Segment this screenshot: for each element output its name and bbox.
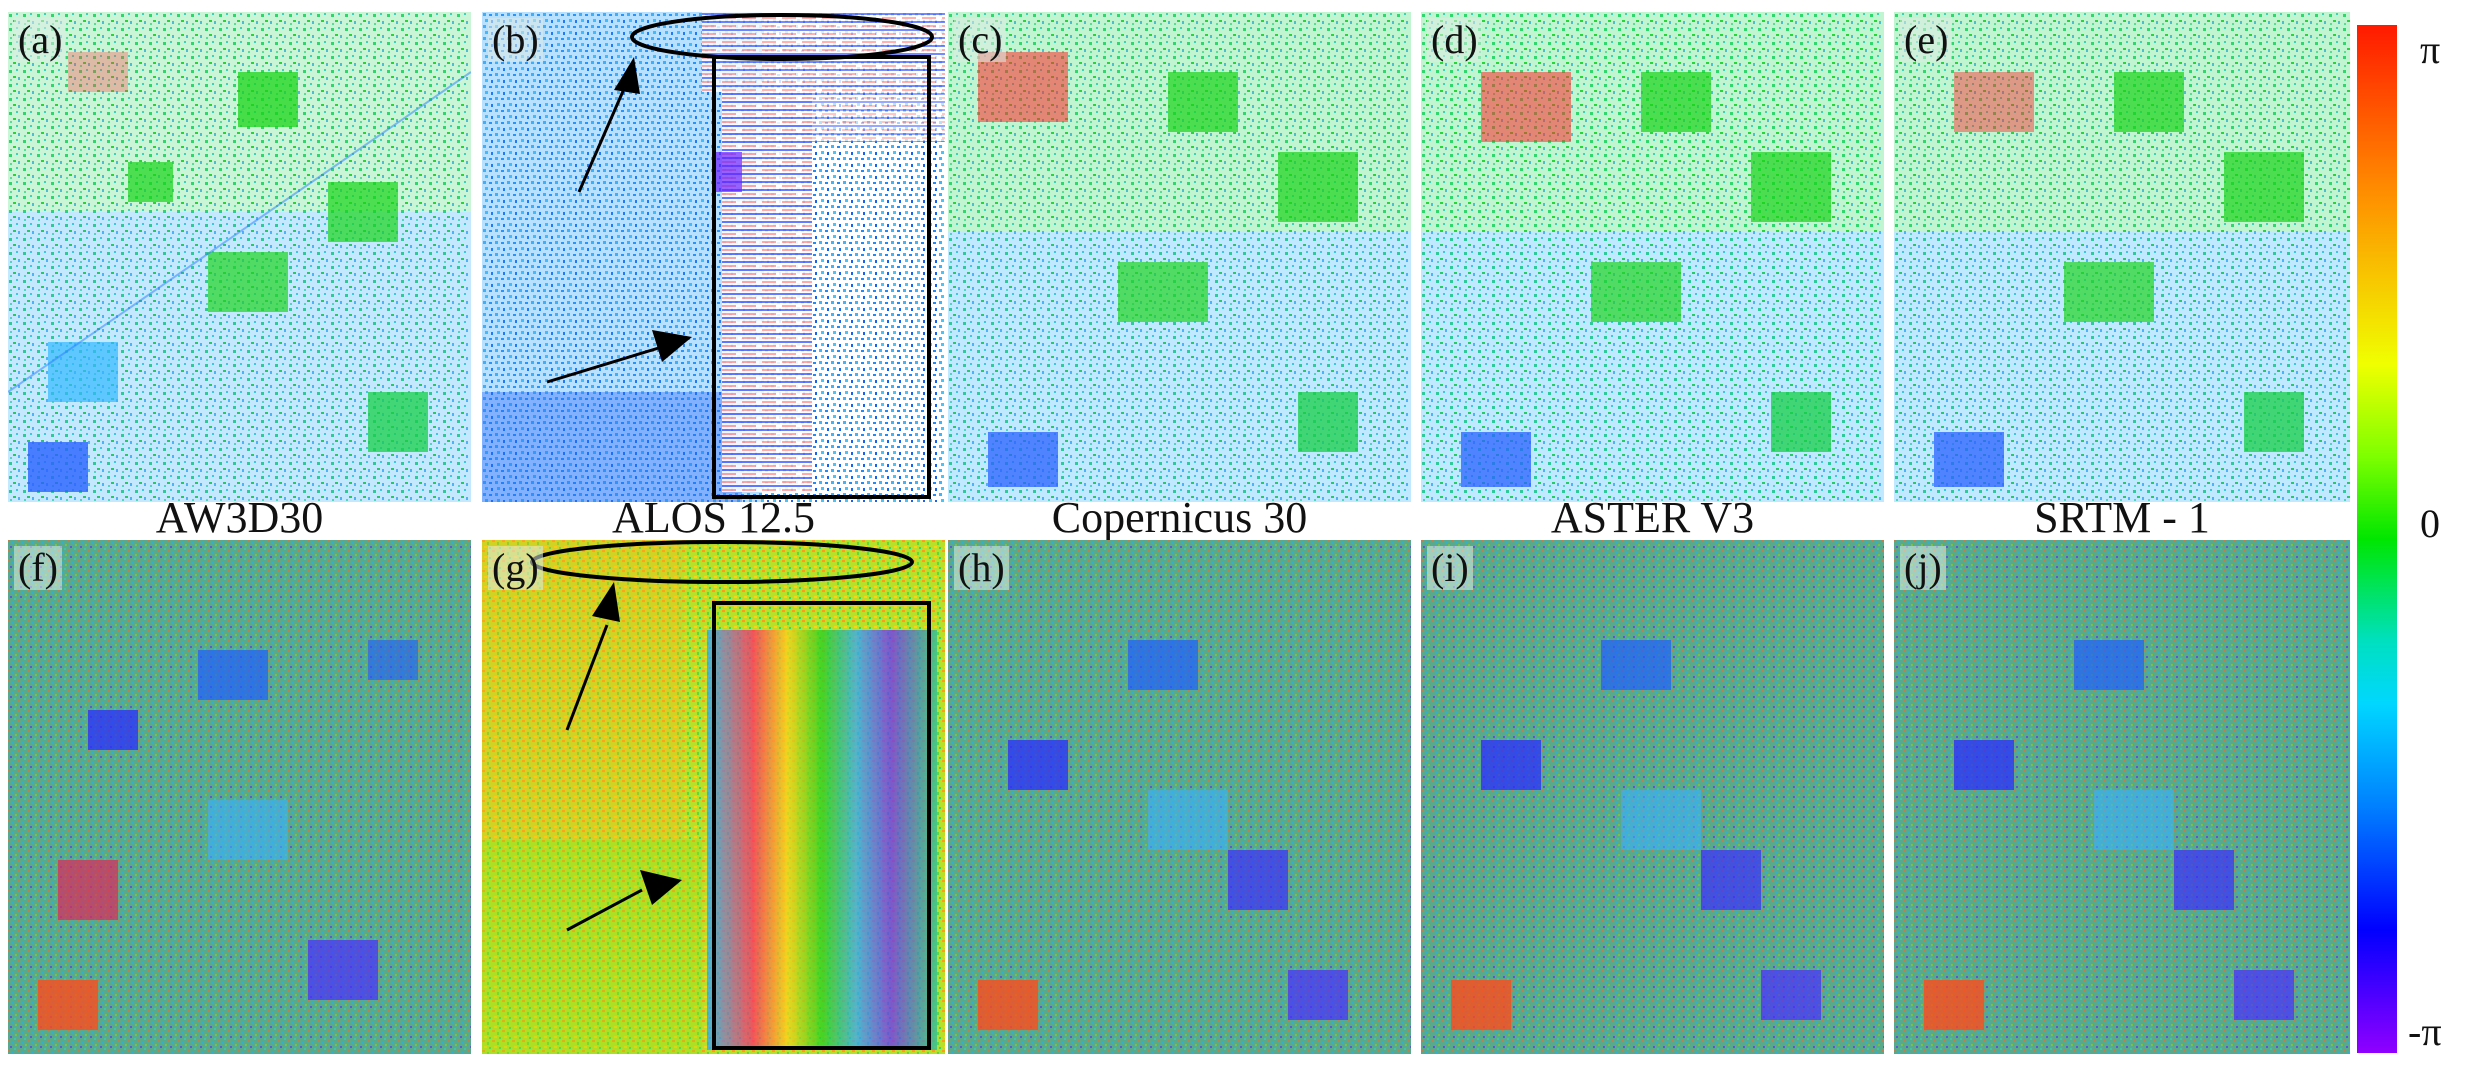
panel-f: (f) <box>8 540 471 1054</box>
panel-i: (i) <box>1421 540 1884 1054</box>
interferogram-image <box>8 540 471 1054</box>
interferogram-image <box>948 12 1411 502</box>
arrow-up <box>614 57 640 94</box>
panel-label: (g) <box>488 546 543 590</box>
panel-label: (i) <box>1427 546 1473 590</box>
panel-label: (c) <box>954 18 1007 62</box>
caption-copernicus: Copernicus 30 <box>1051 493 1308 542</box>
panel-g: (g) <box>482 540 945 1054</box>
annotation-rectangle <box>712 601 931 1050</box>
panel-j: (j) <box>1894 540 2350 1054</box>
caption-aster: ASTER V3 <box>1550 493 1755 542</box>
panel-label: (d) <box>1427 18 1482 62</box>
phase-colorbar <box>2357 25 2397 1053</box>
panel-label: (e) <box>1900 18 1953 62</box>
panel-a: (a) <box>8 12 471 502</box>
interferogram-image <box>948 540 1411 1054</box>
panel-label: (f) <box>14 546 62 590</box>
interferogram-image <box>482 540 945 1054</box>
interferogram-image <box>8 12 471 502</box>
colorbar-label-top: π <box>2420 27 2441 72</box>
caption-alos: ALOS 12.5 <box>612 493 815 542</box>
colorbar-label-middle: 0 <box>2420 501 2440 546</box>
panel-h: (h) <box>948 540 1411 1054</box>
panel-label: (b) <box>488 18 543 62</box>
panel-label: (a) <box>14 18 67 62</box>
panel-c: (c) <box>948 12 1411 502</box>
interferogram-image <box>1421 540 1884 1054</box>
panel-label: (h) <box>954 546 1009 590</box>
interferogram-image <box>482 12 945 502</box>
panel-label: (j) <box>1900 546 1946 590</box>
arrow-up <box>592 582 620 622</box>
arrow-right <box>640 870 682 905</box>
panel-d: (d) <box>1421 12 1884 502</box>
caption-aw3d30: AW3D30 <box>155 493 324 542</box>
interferogram-image <box>1421 12 1884 502</box>
panel-b: (b) <box>482 12 945 502</box>
arrow-right <box>652 330 692 362</box>
annotation-rectangle <box>712 55 931 499</box>
colorbar-label-bottom: -π <box>2408 1009 2442 1054</box>
caption-srtm: SRTM - 1 <box>2034 493 2210 542</box>
interferogram-image <box>1894 12 2350 502</box>
interferogram-image <box>1894 540 2350 1054</box>
panel-e: (e) <box>1894 12 2350 502</box>
